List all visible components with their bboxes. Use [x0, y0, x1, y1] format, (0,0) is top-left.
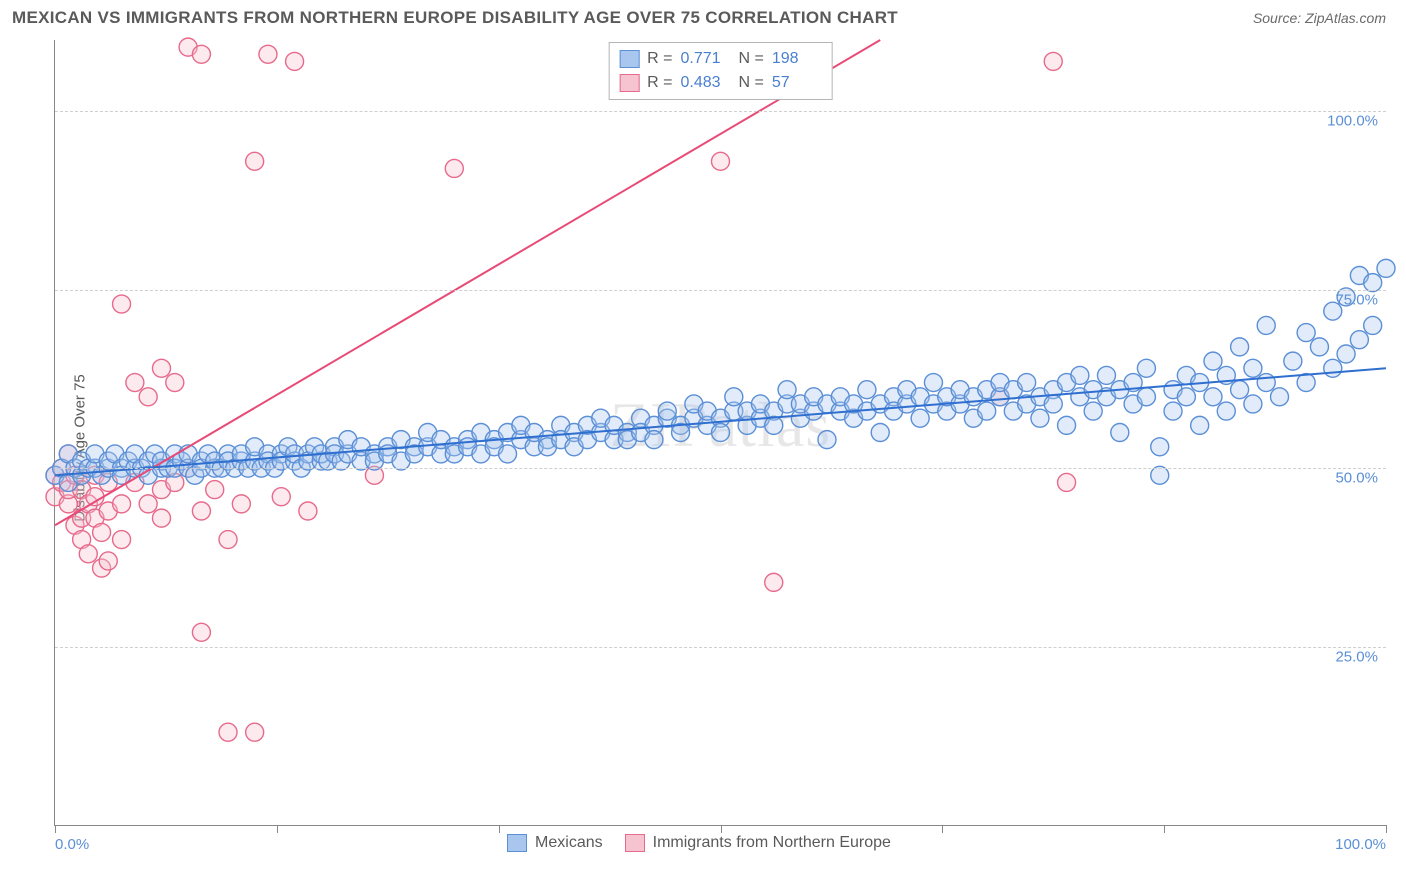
y-tick-label: 100.0%: [1327, 113, 1378, 130]
r-value-north-europe: 0.483: [681, 71, 731, 95]
plot-area: ZIPatlas R = 0.771 N = 198 R = 0.483 N =…: [54, 40, 1386, 826]
r-label: R =: [647, 47, 672, 71]
y-tick-label: 50.0%: [1335, 470, 1378, 487]
chart-container: Disability Age Over 75 ZIPatlas R = 0.77…: [12, 40, 1386, 856]
n-label: N =: [739, 71, 764, 95]
title-bar: MEXICAN VS IMMIGRANTS FROM NORTHERN EURO…: [0, 0, 1406, 32]
legend-item-mexicans: Mexicans: [507, 834, 603, 852]
legend-label-mexicans: Mexicans: [535, 834, 603, 852]
r-value-mexicans: 0.771: [681, 47, 731, 71]
legend-swatch-mexicans: [507, 834, 527, 852]
y-tick-label: 75.0%: [1335, 291, 1378, 308]
y-tick-label: 25.0%: [1335, 648, 1378, 665]
stats-row-north-europe: R = 0.483 N = 57: [619, 71, 822, 95]
source-attribution: Source: ZipAtlas.com: [1253, 10, 1386, 26]
bottom-legend: Mexicans Immigrants from Northern Europe: [12, 834, 1386, 852]
n-value-mexicans: 198: [772, 47, 822, 71]
correlation-stats-box: R = 0.771 N = 198 R = 0.483 N = 57: [608, 42, 833, 100]
n-value-north-europe: 57: [772, 71, 822, 95]
chart-title: MEXICAN VS IMMIGRANTS FROM NORTHERN EURO…: [12, 8, 898, 28]
n-label: N =: [739, 47, 764, 71]
r-label: R =: [647, 71, 672, 95]
legend-label-north-europe: Immigrants from Northern Europe: [653, 834, 891, 852]
swatch-mexicans: [619, 50, 639, 68]
legend-swatch-north-europe: [625, 834, 645, 852]
stats-row-mexicans: R = 0.771 N = 198: [619, 47, 822, 71]
chart-svg: [55, 40, 1386, 825]
legend-item-north-europe: Immigrants from Northern Europe: [625, 834, 891, 852]
swatch-north-europe: [619, 74, 639, 92]
